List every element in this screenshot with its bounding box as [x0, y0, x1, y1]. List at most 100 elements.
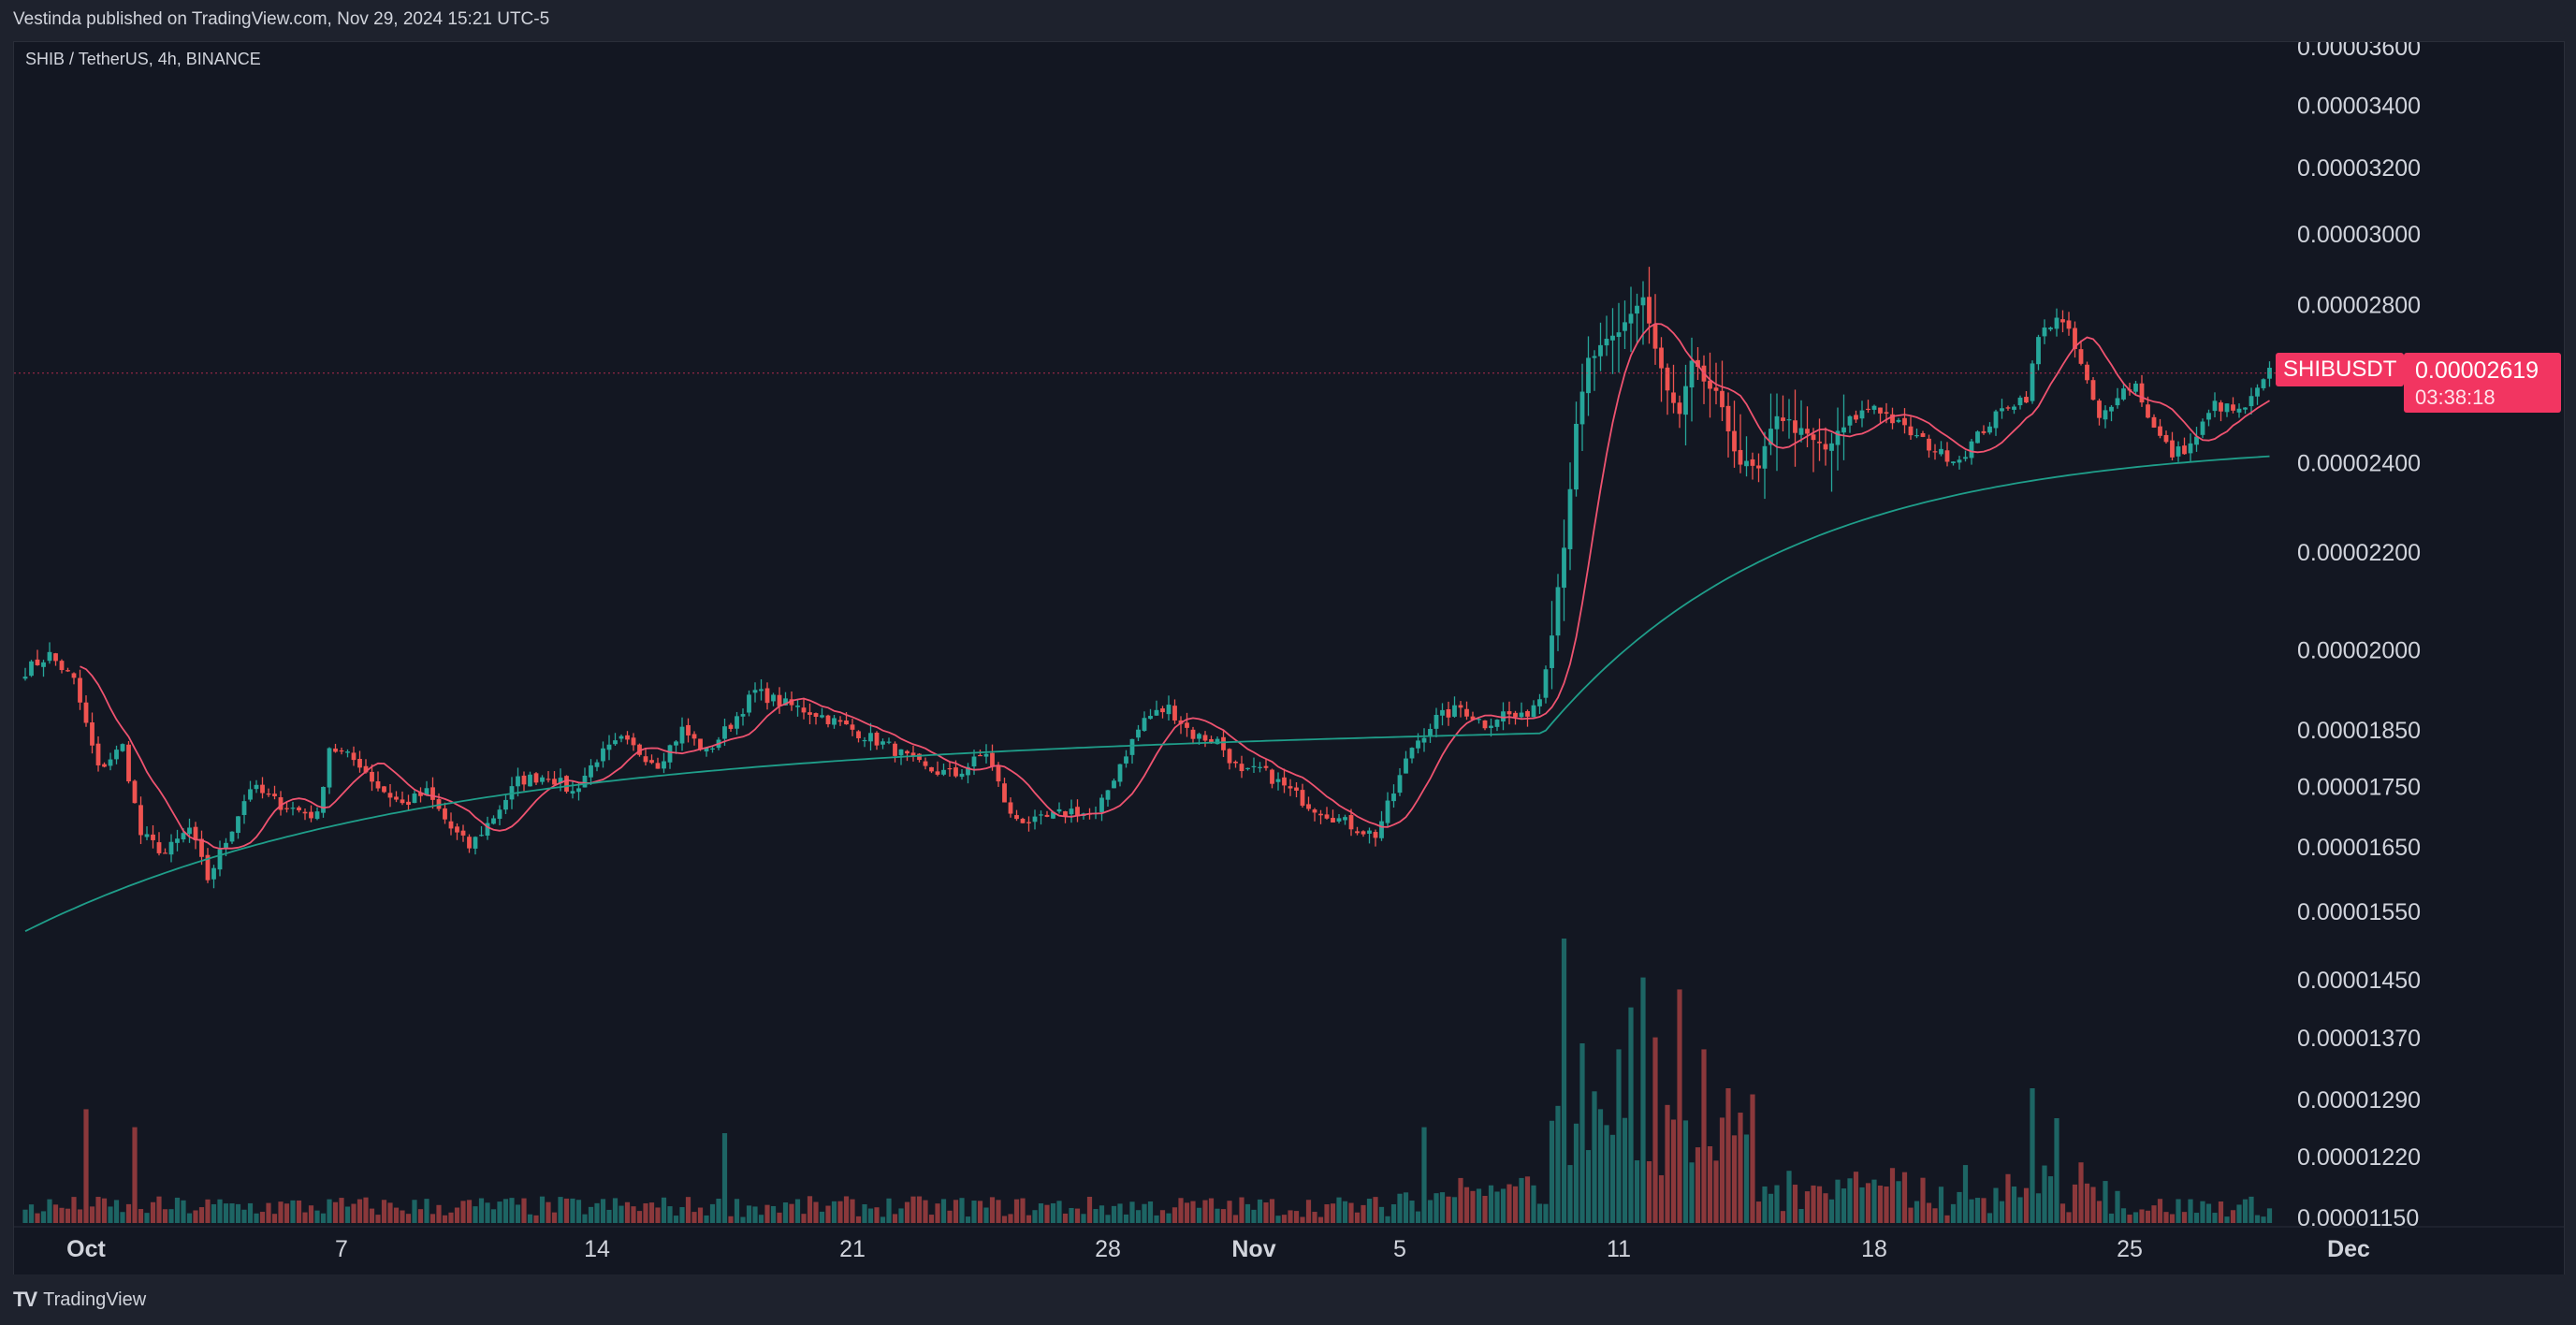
volume-bar [1390, 1203, 1397, 1223]
volume-bar [1300, 1216, 1305, 1223]
chart-panel[interactable]: 0.00003600 0.00003400 0.00003200 0.00003000… [13, 41, 2565, 1276]
volume-bar [1658, 1174, 1665, 1223]
candle-body [108, 759, 113, 766]
candle-body [363, 765, 369, 773]
volume-bar [2188, 1199, 2193, 1223]
candle-body [1464, 708, 1469, 717]
candle-body [1774, 415, 1780, 430]
candle-body [59, 661, 65, 671]
candle-body [2048, 328, 2053, 330]
volume-bar [1123, 1214, 1129, 1223]
candle-body [1434, 714, 1439, 729]
candle-body [820, 715, 824, 718]
candle-body [241, 801, 247, 815]
candle-body [394, 796, 399, 800]
volume-bar [1981, 1198, 1987, 1223]
volume-bar [1762, 1186, 1768, 1223]
volume-bar [2127, 1215, 2132, 1223]
volume-bar [375, 1215, 381, 1223]
candle-body [893, 743, 897, 756]
candle-body [533, 773, 539, 783]
volume-bar [1884, 1187, 1889, 1223]
price-chart[interactable]: 0.00003600 0.00003400 0.00003200 0.00003000… [14, 42, 2564, 1275]
candle-body [2188, 443, 2193, 454]
volume-bar [1330, 1203, 1336, 1223]
volume-bar [612, 1198, 619, 1223]
x-tick-label: Oct [66, 1236, 106, 1262]
candle-body [2255, 387, 2260, 397]
candle-body [722, 726, 727, 739]
volume-bar [1476, 1188, 1482, 1223]
volume-bar [369, 1208, 375, 1223]
volume-bar [393, 1207, 400, 1223]
candle-body [132, 780, 138, 804]
volume-bar [794, 1199, 801, 1223]
candle-body [1805, 429, 1810, 434]
volume-bar [1567, 1165, 1573, 1223]
candle-body [1197, 734, 1201, 739]
volume-bar [278, 1201, 284, 1223]
volume-bar [2200, 1201, 2205, 1223]
candle-body [1932, 451, 1938, 453]
volume-bar [1293, 1211, 1300, 1223]
volume-bar [1549, 1120, 1555, 1223]
volume-bar [1512, 1186, 1519, 1223]
volume-bar [770, 1205, 777, 1223]
volume-bar [460, 1201, 466, 1223]
candle-body [1397, 775, 1403, 794]
volume-bar [679, 1207, 685, 1223]
candle-body [1762, 445, 1768, 469]
candle-body [1129, 738, 1135, 755]
candle-body [619, 735, 624, 739]
volume-bar [904, 1201, 910, 1223]
volume-bar [916, 1196, 923, 1223]
volume-bar [1111, 1205, 1117, 1223]
candle-body [1519, 712, 1524, 718]
volume-bar [108, 1206, 113, 1223]
candle-body [1331, 818, 1335, 823]
volume-bar [1062, 1213, 1069, 1223]
candle-body [1884, 412, 1889, 415]
volume-bar [1804, 1191, 1811, 1223]
volume-bar [1215, 1208, 1220, 1223]
y-tick-label: 0.00003000 [2297, 222, 2421, 248]
candle-body [1890, 414, 1895, 424]
volume-bar [1555, 1105, 1561, 1223]
volume-bar [83, 1109, 89, 1223]
candle-body [1969, 441, 1974, 459]
candle-body [2042, 328, 2047, 337]
candle-body [406, 801, 411, 806]
bar-countdown: 03:38:18 [2415, 386, 2496, 409]
symbol-info: SHIB / TetherUS, 4h, BINANCE [25, 50, 261, 68]
volume-bar [1099, 1205, 1105, 1223]
volume-bar [1008, 1214, 1013, 1223]
volume-bar [1750, 1094, 1755, 1223]
candle-body [65, 670, 70, 672]
tradingview-logo-text: TradingView [43, 1289, 147, 1310]
volume-bar [363, 1197, 369, 1223]
volume-bar [59, 1207, 65, 1223]
volume-bar [1519, 1177, 1524, 1223]
volume-bar [624, 1201, 631, 1223]
candle-body [813, 713, 819, 718]
candle-body [1513, 712, 1518, 718]
candle-body [47, 651, 52, 662]
volume-bar [1841, 1188, 1847, 1223]
candle-body [1957, 459, 1962, 463]
volume-bar [1604, 1125, 1609, 1223]
y-tick-label: 0.00001650 [2297, 835, 2421, 861]
last-price-value: 0.00002619 [2415, 357, 2540, 384]
volume-bar [1652, 1037, 1658, 1223]
candle-body [1482, 720, 1488, 729]
volume-bar [22, 1209, 28, 1223]
volume-bar [855, 1216, 862, 1223]
candle-body [691, 734, 697, 739]
volume-bar [1421, 1127, 1427, 1223]
volume-bar [1543, 1203, 1549, 1223]
candle-body [1288, 786, 1293, 789]
candle-body [2012, 406, 2016, 410]
candle-body [1786, 419, 1792, 421]
volume-bar [71, 1197, 77, 1223]
candle-body [674, 741, 678, 746]
tradingview-logo[interactable]: TV TradingView [13, 1288, 146, 1312]
